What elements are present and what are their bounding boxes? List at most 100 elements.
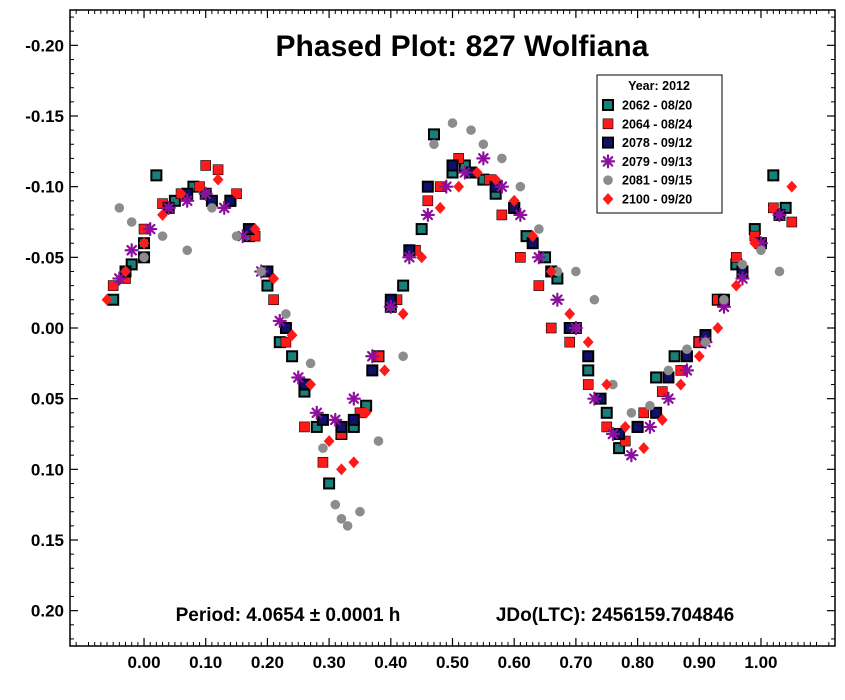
data-point (429, 139, 439, 150)
data-point (533, 280, 545, 291)
x-tick-label: 0.20 (251, 653, 284, 672)
data-point (124, 243, 139, 258)
data-point (645, 400, 655, 411)
data-point (447, 118, 458, 128)
legend-entry: 2081 - 09/15 (622, 174, 692, 188)
data-point (693, 350, 705, 363)
data-point (261, 279, 274, 292)
data-point (601, 378, 613, 391)
data-point (582, 350, 595, 363)
data-point (323, 477, 336, 490)
y-tick-label: -0.05 (25, 248, 64, 267)
data-point (323, 435, 335, 448)
data-point (138, 237, 150, 250)
data-point (466, 125, 476, 135)
data-point (348, 456, 360, 469)
data-point (249, 223, 261, 236)
data-point (161, 200, 176, 215)
data-point (114, 203, 125, 213)
data-point (613, 442, 626, 455)
x-tick-label: 0.40 (374, 653, 407, 672)
data-point (515, 252, 526, 263)
data-point (650, 371, 663, 384)
data-point (268, 294, 279, 306)
legend-marker (602, 136, 614, 149)
data-point (601, 421, 613, 433)
data-point (619, 420, 631, 433)
x-tick-label: 0.30 (313, 653, 346, 672)
data-point (272, 313, 287, 329)
data-point (256, 266, 267, 277)
data-point (366, 364, 379, 377)
data-point (605, 426, 621, 442)
data-point (779, 201, 792, 214)
y-tick-label: -0.20 (25, 36, 64, 55)
legend-entry: 2062 - 08/20 (622, 99, 692, 113)
data-point (175, 187, 187, 200)
data-point (494, 179, 509, 194)
data-point (638, 407, 650, 419)
data-point (476, 151, 491, 166)
data-point (143, 221, 158, 237)
legend-entry: 2064 - 08/24 (622, 117, 692, 131)
legend-marker (602, 118, 614, 130)
data-point (531, 250, 546, 265)
epoch-label: JDo(LTC): 2456159.704846 (496, 605, 734, 626)
data-point (291, 370, 306, 385)
data-point (347, 413, 360, 426)
data-point (767, 169, 780, 182)
data-point (379, 364, 391, 377)
data-point (564, 307, 576, 320)
data-point (310, 420, 323, 433)
data-point (756, 245, 766, 256)
data-point (168, 194, 181, 207)
legend-marker (600, 154, 616, 169)
legend-title: Year: 2012 (628, 79, 690, 93)
data-point (299, 421, 310, 433)
data-point (342, 521, 353, 531)
data-point (679, 363, 695, 378)
data-point (281, 309, 291, 319)
legend-entry: 2100 - 09/20 (622, 193, 692, 207)
data-point (661, 391, 676, 406)
y-tick-label: 0.10 (31, 460, 64, 479)
x-tick-label: 0.70 (559, 653, 592, 672)
data-point (626, 407, 637, 418)
y-tick-label: 0.00 (31, 319, 64, 338)
data-point (416, 251, 428, 264)
data-point (668, 350, 681, 363)
data-point (712, 322, 724, 334)
data-point (550, 292, 565, 307)
data-point (286, 329, 298, 342)
period-label: Period: 4.0654 ± 0.0001 h (176, 605, 401, 626)
data-point (346, 391, 361, 406)
x-tick-label: 0.90 (683, 653, 716, 672)
data-point (107, 280, 119, 291)
data-point (675, 378, 687, 391)
data-point (217, 200, 232, 215)
data-point (157, 231, 168, 241)
data-point (656, 386, 668, 397)
data-point (150, 169, 163, 182)
data-point (231, 231, 242, 241)
data-point (373, 436, 384, 446)
data-point (207, 203, 217, 213)
data-point (280, 336, 292, 348)
x-tick-label: 1.00 (744, 653, 777, 672)
data-point (582, 336, 594, 349)
data-point (268, 272, 279, 285)
data-point (682, 344, 692, 355)
data-point (471, 166, 483, 179)
x-tick-label: 0.60 (498, 653, 531, 672)
x-tick-label: 0.50 (436, 653, 469, 672)
data-point (360, 406, 372, 419)
data-point (422, 195, 434, 207)
data-point (772, 207, 787, 223)
y-tick-label: 0.15 (31, 531, 64, 550)
data-point (457, 165, 472, 180)
data-point (508, 194, 520, 207)
data-point (336, 463, 347, 476)
data-point (786, 180, 798, 193)
data-point (638, 442, 650, 455)
data-points (101, 118, 798, 531)
